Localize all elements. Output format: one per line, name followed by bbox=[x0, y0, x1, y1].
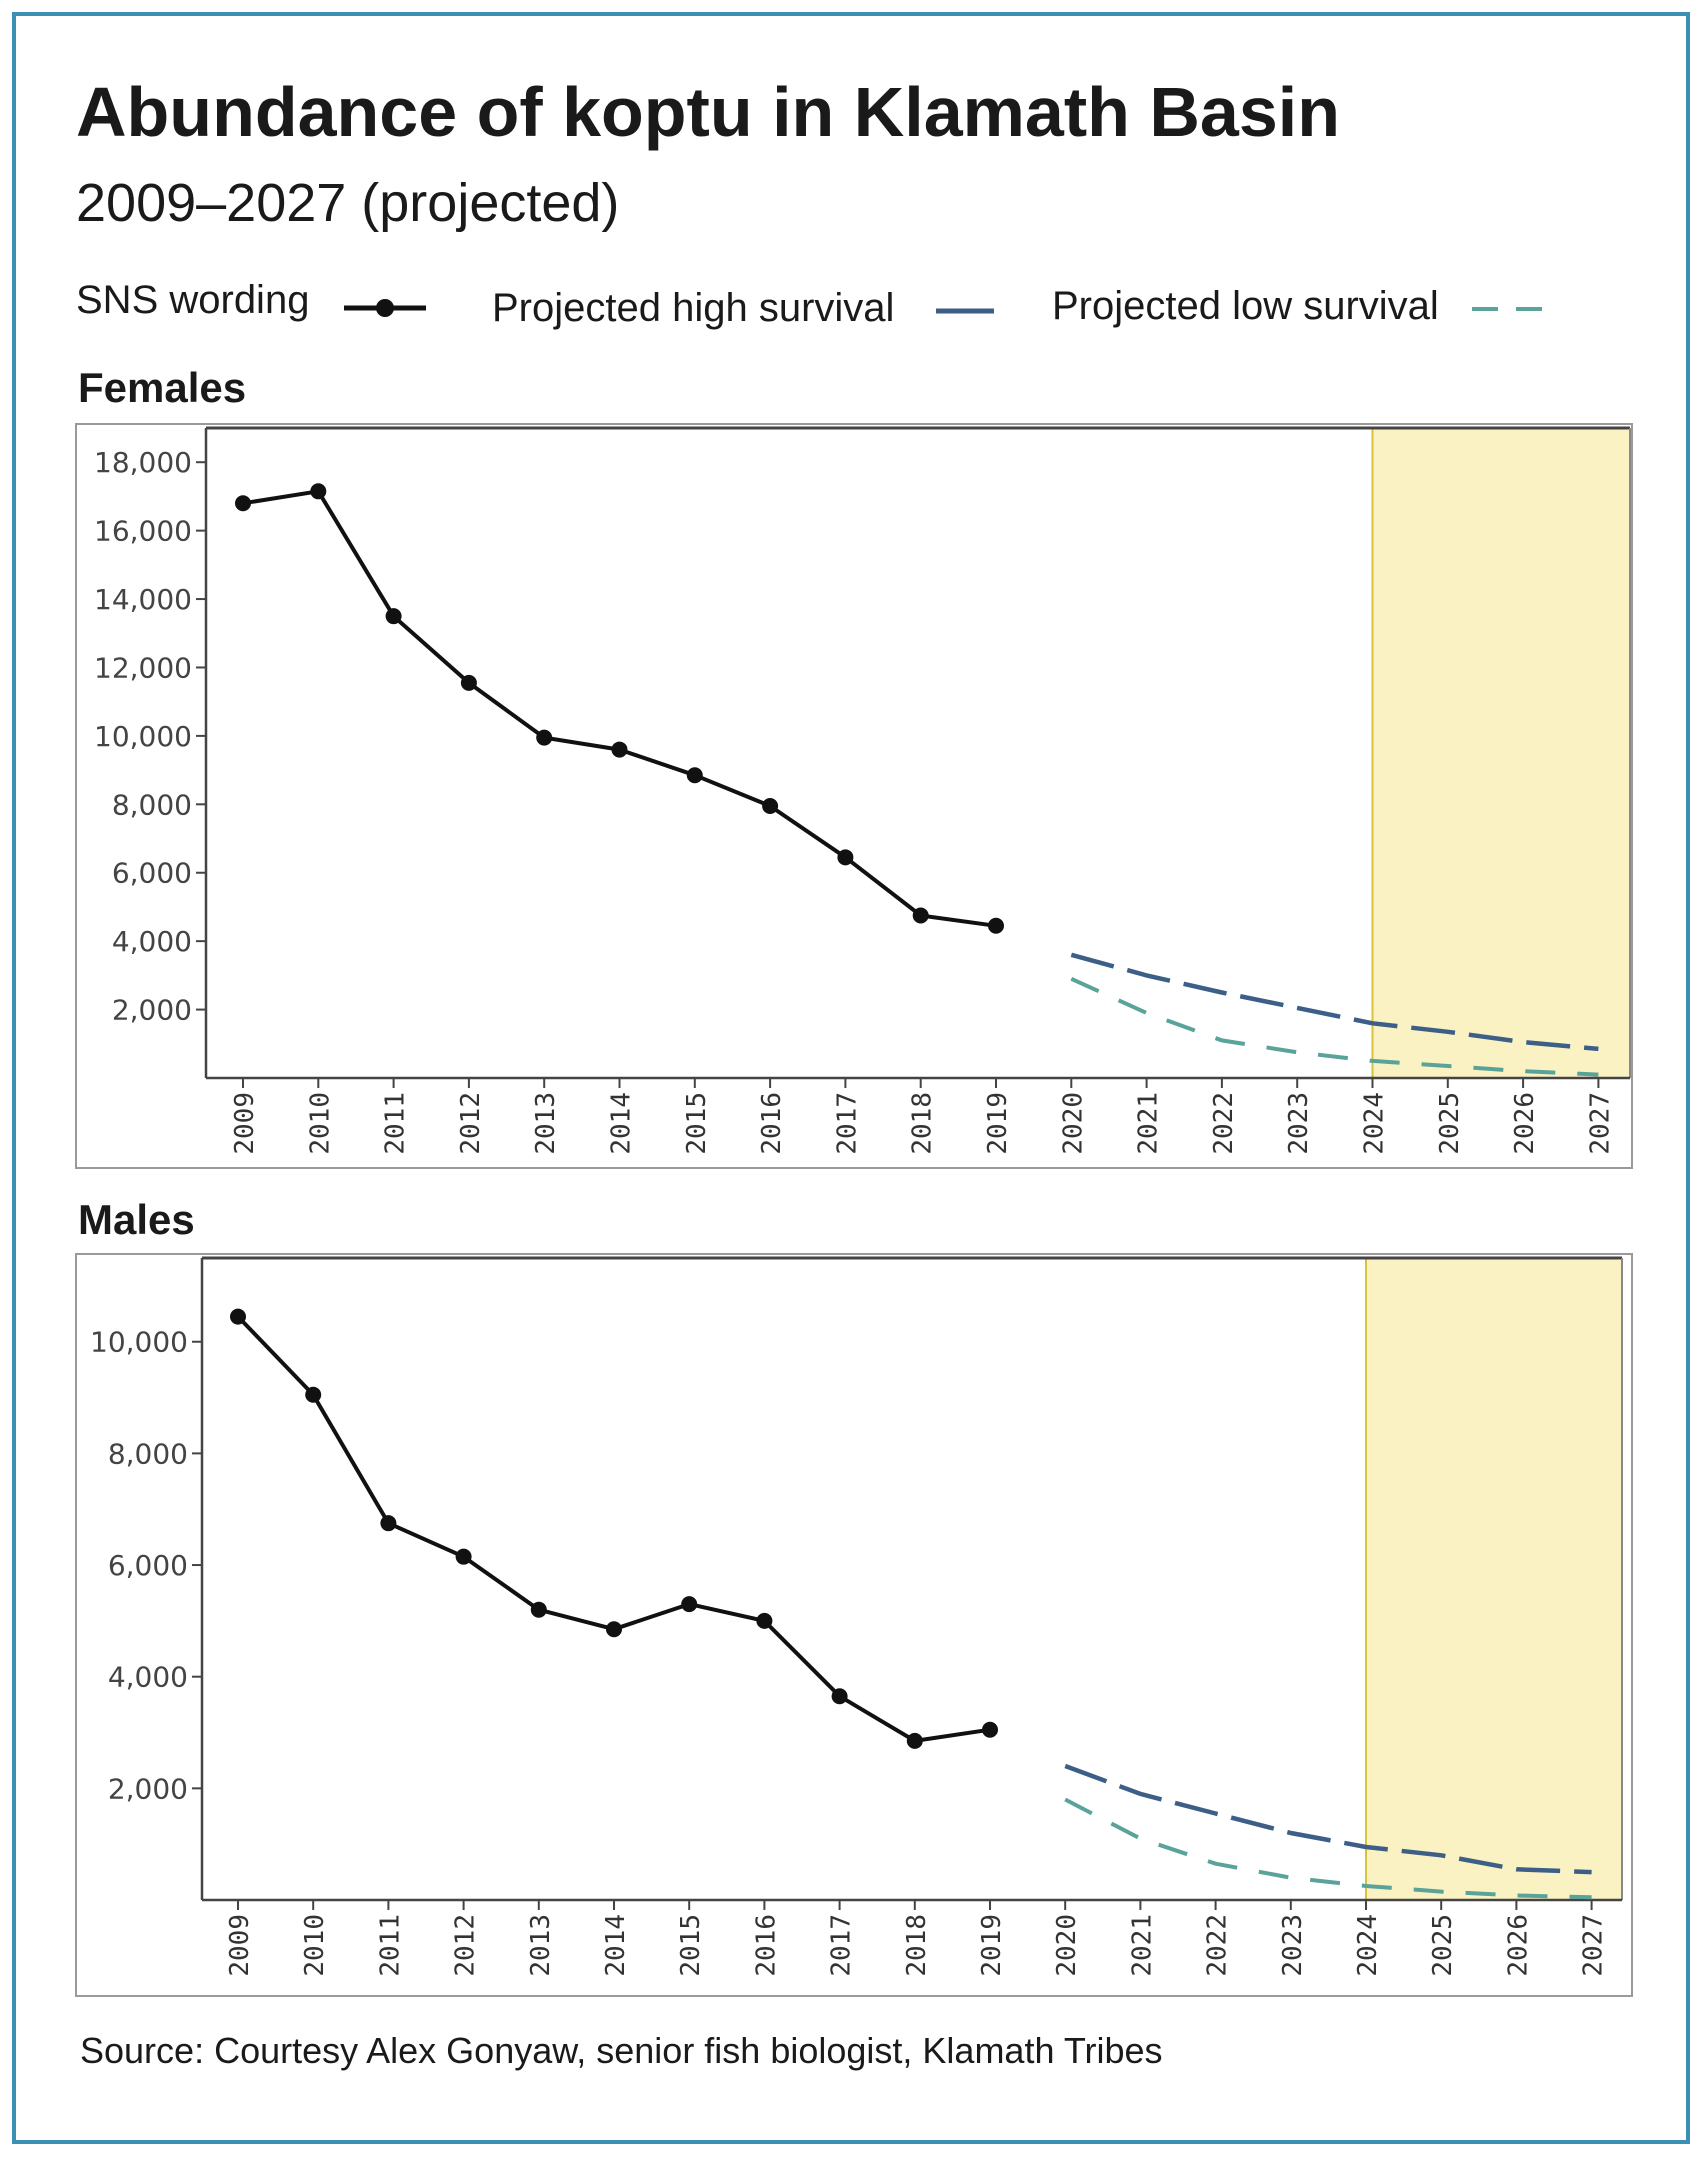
x-tick-label: 2009 bbox=[225, 1914, 255, 1977]
panel-label-females: Females bbox=[78, 364, 247, 411]
x-tick-label: 2010 bbox=[305, 1092, 335, 1155]
data-point-sns bbox=[611, 741, 628, 758]
x-tick-label: 2013 bbox=[526, 1914, 556, 1977]
y-tick-label: 10,000 bbox=[94, 720, 192, 753]
data-point-sns bbox=[385, 608, 402, 625]
x-tick-label: 2024 bbox=[1360, 1092, 1390, 1155]
data-point-sns bbox=[530, 1601, 547, 1618]
data-point-sns bbox=[988, 917, 1004, 934]
y-tick-label: 14,000 bbox=[94, 583, 192, 616]
series-line-low-survival bbox=[1070, 976, 1599, 1077]
data-point-sns bbox=[831, 1688, 848, 1705]
x-tick-label: 2025 bbox=[1428, 1914, 1458, 1977]
y-tick-label: 18,000 bbox=[94, 446, 192, 479]
data-point-sns bbox=[837, 849, 854, 866]
x-tick-label: 2023 bbox=[1284, 1092, 1314, 1155]
legend-label-sns: SNS wording bbox=[76, 278, 310, 322]
data-point-sns bbox=[230, 1308, 246, 1325]
x-tick-label: 2025 bbox=[1435, 1092, 1465, 1155]
data-point-sns bbox=[460, 674, 477, 691]
x-tick-label: 2023 bbox=[1278, 1914, 1308, 1977]
data-point-sns bbox=[310, 483, 327, 500]
x-tick-label: 2011 bbox=[381, 1092, 411, 1155]
series-line-high-survival bbox=[1070, 952, 1599, 1052]
y-tick-label: 16,000 bbox=[94, 515, 192, 548]
data-point-sns bbox=[906, 1732, 923, 1749]
x-tick-label: 2009 bbox=[230, 1092, 260, 1155]
x-tick-label: 2027 bbox=[1579, 1914, 1609, 1977]
x-tick-label: 2019 bbox=[977, 1914, 1007, 1977]
x-tick-label: 2026 bbox=[1510, 1092, 1540, 1155]
x-tick-label: 2012 bbox=[456, 1092, 486, 1155]
x-tick-label: 2012 bbox=[451, 1914, 481, 1977]
y-tick-label: 4,000 bbox=[112, 925, 192, 958]
series-line-high-survival bbox=[1064, 1763, 1592, 1875]
chart-title: Abundance of koptu in Klamath Basin bbox=[76, 73, 1340, 151]
x-tick-label: 2011 bbox=[375, 1914, 405, 1977]
x-tick-label: 2016 bbox=[757, 1092, 787, 1155]
x-tick-label: 2020 bbox=[1058, 1092, 1088, 1155]
x-tick-label: 2014 bbox=[607, 1092, 637, 1155]
y-tick-label: 6,000 bbox=[112, 857, 192, 890]
y-tick-label: 12,000 bbox=[94, 651, 192, 684]
x-tick-label: 2015 bbox=[682, 1092, 712, 1155]
legend-swatch-sns bbox=[344, 299, 426, 317]
data-point-sns bbox=[756, 1612, 773, 1629]
data-point-sns bbox=[686, 767, 703, 784]
x-tick-label: 2018 bbox=[908, 1092, 938, 1155]
data-point-sns bbox=[762, 798, 779, 815]
x-tick-label: 2021 bbox=[1134, 1092, 1164, 1155]
data-point-sns bbox=[305, 1386, 322, 1403]
x-tick-label: 2015 bbox=[676, 1914, 706, 1977]
x-tick-label: 2026 bbox=[1503, 1914, 1533, 1977]
legend-swatch-high bbox=[936, 308, 994, 314]
x-tick-label: 2024 bbox=[1353, 1914, 1383, 1977]
x-tick-label: 2016 bbox=[751, 1914, 781, 1977]
x-tick-label: 2010 bbox=[300, 1914, 330, 1977]
projection-shade bbox=[1372, 428, 1630, 1078]
data-point-sns bbox=[455, 1548, 472, 1565]
data-point-sns bbox=[235, 495, 251, 512]
y-tick-label: 2,000 bbox=[112, 994, 192, 1027]
data-point-sns bbox=[606, 1621, 622, 1638]
data-point-sns bbox=[380, 1515, 397, 1532]
x-tick-label: 2019 bbox=[983, 1092, 1013, 1155]
data-point-sns bbox=[681, 1596, 698, 1613]
series-line-low-survival bbox=[1064, 1797, 1592, 1900]
x-tick-label: 2014 bbox=[601, 1914, 631, 1977]
x-tick-label: 2017 bbox=[832, 1092, 862, 1155]
x-tick-label: 2022 bbox=[1203, 1914, 1233, 1977]
y-tick-label: 4,000 bbox=[108, 1661, 188, 1694]
panel-label-males: Males bbox=[78, 1196, 195, 1243]
outer-frame bbox=[12, 12, 1690, 2144]
y-tick-label: 6,000 bbox=[108, 1549, 188, 1582]
data-point-sns bbox=[982, 1721, 998, 1738]
x-tick-label: 2027 bbox=[1585, 1092, 1615, 1155]
y-tick-label: 2,000 bbox=[108, 1772, 188, 1805]
x-tick-label: 2021 bbox=[1127, 1914, 1157, 1977]
legend-swatch-low bbox=[1472, 307, 1556, 311]
y-tick-label: 8,000 bbox=[112, 788, 192, 821]
data-point-sns bbox=[912, 907, 929, 924]
data-point-sns bbox=[536, 729, 553, 746]
x-tick-label: 2020 bbox=[1052, 1914, 1082, 1977]
x-tick-label: 2022 bbox=[1209, 1092, 1239, 1155]
chart-males: 2,000 4,000 6,000 8,000 10,000 2009 2010 2011 20… bbox=[75, 1253, 1633, 1997]
legend-label-high: Projected high survival bbox=[492, 286, 895, 330]
projection-shade bbox=[1366, 1258, 1622, 1900]
x-tick-label: 2017 bbox=[827, 1914, 857, 1977]
y-tick-label: 8,000 bbox=[108, 1437, 188, 1470]
chart-subtitle: 2009–2027 (projected) bbox=[76, 173, 620, 233]
y-tick-label: 10,000 bbox=[90, 1326, 188, 1359]
x-tick-label: 2013 bbox=[531, 1092, 561, 1155]
x-tick-label: 2018 bbox=[902, 1914, 932, 1977]
chart-females: 2,000 4,000 6,000 8,000 10,000 12,000 14,000 16… bbox=[75, 423, 1633, 1169]
source-note: Source: Courtesy Alex Gonyaw, senior fis… bbox=[80, 2030, 1163, 2071]
legend-label-low: Projected low survival bbox=[1052, 284, 1439, 328]
